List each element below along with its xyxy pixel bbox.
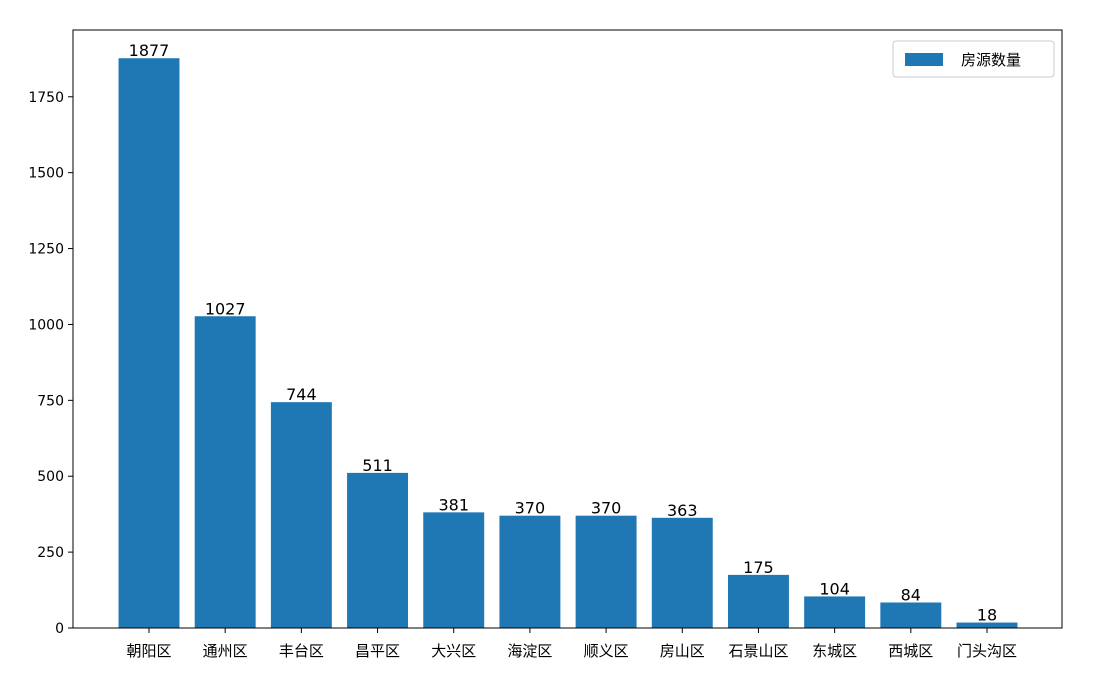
y-tick-label-0: 0 bbox=[55, 621, 64, 637]
data-label-2: 1027 bbox=[205, 299, 246, 318]
legend-label-series: 房源数量 bbox=[961, 51, 1021, 69]
x-tick-label-1: 朝阳区 bbox=[126, 642, 171, 660]
bar-6 bbox=[499, 515, 561, 628]
y-tick-label-500: 500 bbox=[37, 469, 64, 485]
data-labels-layer: 1877 1027 744 511 381 370 370 363 175 104 84 18 bbox=[129, 41, 998, 624]
legend-swatch bbox=[905, 53, 943, 66]
x-tick-label-5: 大兴区 bbox=[431, 642, 476, 660]
x-tick-label-11: 西城区 bbox=[888, 642, 933, 660]
x-axis: 朝阳区 通州区 丰台区 昌平区 大兴区 海淀区 顺义区 房山区 石景山区 东城区 西城区 门头沟区 bbox=[126, 628, 1017, 660]
bar-2 bbox=[194, 316, 256, 628]
y-tick-label-1250: 1250 bbox=[28, 242, 64, 258]
bar-8 bbox=[651, 517, 713, 628]
legend: 房源数量 bbox=[892, 40, 1055, 78]
data-label-6: 370 bbox=[515, 499, 546, 518]
y-tick-label-1500: 1500 bbox=[28, 166, 64, 182]
data-label-5: 381 bbox=[438, 495, 469, 514]
legend-box bbox=[892, 40, 1055, 78]
data-label-8: 363 bbox=[667, 501, 698, 520]
data-label-7: 370 bbox=[591, 499, 622, 518]
data-label-1: 1877 bbox=[129, 41, 170, 60]
data-label-11: 84 bbox=[901, 586, 921, 605]
bar-4 bbox=[347, 472, 409, 628]
x-tick-label-9: 石景山区 bbox=[728, 642, 788, 660]
x-tick-label-6: 海淀区 bbox=[507, 642, 552, 660]
bar-12 bbox=[956, 622, 1018, 628]
bar-3 bbox=[270, 402, 332, 628]
y-tick-label-1000: 1000 bbox=[28, 317, 64, 333]
data-label-3: 744 bbox=[286, 385, 317, 404]
bar-7 bbox=[575, 515, 637, 628]
x-tick-label-4: 昌平区 bbox=[355, 642, 400, 660]
x-tick-label-2: 通州区 bbox=[203, 642, 248, 660]
bar-11 bbox=[880, 602, 942, 628]
bar-1 bbox=[118, 58, 180, 628]
x-tick-label-10: 东城区 bbox=[812, 642, 857, 660]
x-tick-label-7: 顺义区 bbox=[584, 642, 629, 660]
x-tick-label-3: 丰台区 bbox=[279, 642, 324, 660]
y-axis: 0 250 500 750 1000 1250 1500 1750 bbox=[28, 90, 73, 637]
x-tick-label-8: 房山区 bbox=[660, 642, 705, 660]
data-label-9: 175 bbox=[743, 558, 774, 577]
y-tick-label-250: 250 bbox=[37, 545, 64, 561]
x-tick-label-12: 门头沟区 bbox=[957, 642, 1017, 660]
bar-5 bbox=[423, 512, 485, 628]
data-label-12: 18 bbox=[977, 606, 997, 625]
bar-10 bbox=[804, 596, 866, 628]
data-label-10: 104 bbox=[819, 579, 850, 598]
plot-frame bbox=[72, 29, 1063, 629]
y-tick-label-750: 750 bbox=[37, 393, 64, 409]
data-label-4: 511 bbox=[362, 456, 393, 475]
bar-9 bbox=[727, 574, 789, 628]
bars-layer bbox=[118, 58, 1018, 628]
y-tick-label-1750: 1750 bbox=[28, 90, 64, 106]
